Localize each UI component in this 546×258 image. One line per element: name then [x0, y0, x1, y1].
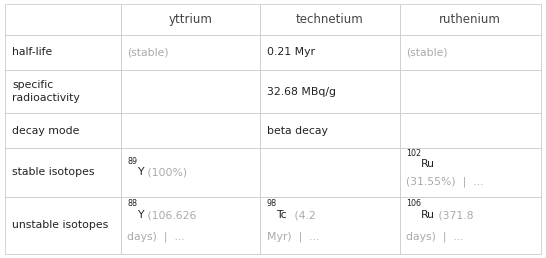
Text: Ru: Ru — [421, 210, 435, 220]
Bar — [5, 114, 121, 148]
Bar — [121, 197, 260, 254]
Text: 88: 88 — [127, 199, 137, 208]
Text: Myr)  |  ...: Myr) | ... — [266, 232, 319, 242]
Bar — [260, 4, 400, 35]
Text: Ru: Ru — [421, 159, 435, 169]
Text: decay mode: decay mode — [12, 126, 79, 136]
Text: 32.68 MBq/g: 32.68 MBq/g — [266, 87, 336, 96]
Text: 106: 106 — [406, 199, 422, 208]
Bar — [400, 35, 541, 70]
Text: half-life: half-life — [12, 47, 52, 58]
Bar — [5, 35, 121, 70]
Text: Tc: Tc — [276, 210, 287, 220]
Bar — [121, 35, 260, 70]
Bar — [260, 35, 400, 70]
Text: 98: 98 — [266, 199, 277, 208]
Bar — [121, 114, 260, 148]
Text: 102: 102 — [406, 149, 422, 158]
Text: beta decay: beta decay — [266, 126, 328, 136]
Text: (4.2: (4.2 — [290, 210, 316, 220]
Bar — [400, 197, 541, 254]
Bar — [5, 70, 121, 114]
Text: 89: 89 — [127, 157, 137, 166]
Text: days)  |  ...: days) | ... — [127, 232, 185, 242]
Text: stable isotopes: stable isotopes — [12, 167, 94, 178]
Bar — [400, 4, 541, 35]
Bar — [260, 148, 400, 197]
Bar — [400, 114, 541, 148]
Text: (371.8: (371.8 — [435, 210, 474, 220]
Bar — [121, 148, 260, 197]
Text: ruthenium: ruthenium — [439, 13, 501, 26]
Text: (106.626: (106.626 — [144, 210, 197, 220]
Text: unstable isotopes: unstable isotopes — [12, 220, 108, 230]
Bar — [400, 70, 541, 114]
Text: Y: Y — [137, 167, 144, 178]
Text: (stable): (stable) — [127, 47, 169, 58]
Bar — [5, 197, 121, 254]
Text: (31.55%)  |  ...: (31.55%) | ... — [406, 177, 484, 187]
Bar — [121, 70, 260, 114]
Text: yttrium: yttrium — [168, 13, 212, 26]
Bar — [260, 197, 400, 254]
Bar — [5, 4, 121, 35]
Bar — [5, 148, 121, 197]
Text: specific
radioactivity: specific radioactivity — [12, 80, 80, 103]
Bar — [400, 148, 541, 197]
Text: (stable): (stable) — [406, 47, 448, 58]
Text: days)  |  ...: days) | ... — [406, 232, 464, 242]
Bar — [121, 4, 260, 35]
Text: (100%): (100%) — [144, 167, 187, 178]
Text: technetium: technetium — [296, 13, 364, 26]
Bar — [260, 114, 400, 148]
Text: Y: Y — [137, 210, 144, 220]
Text: 0.21 Myr: 0.21 Myr — [266, 47, 314, 58]
Bar — [260, 70, 400, 114]
